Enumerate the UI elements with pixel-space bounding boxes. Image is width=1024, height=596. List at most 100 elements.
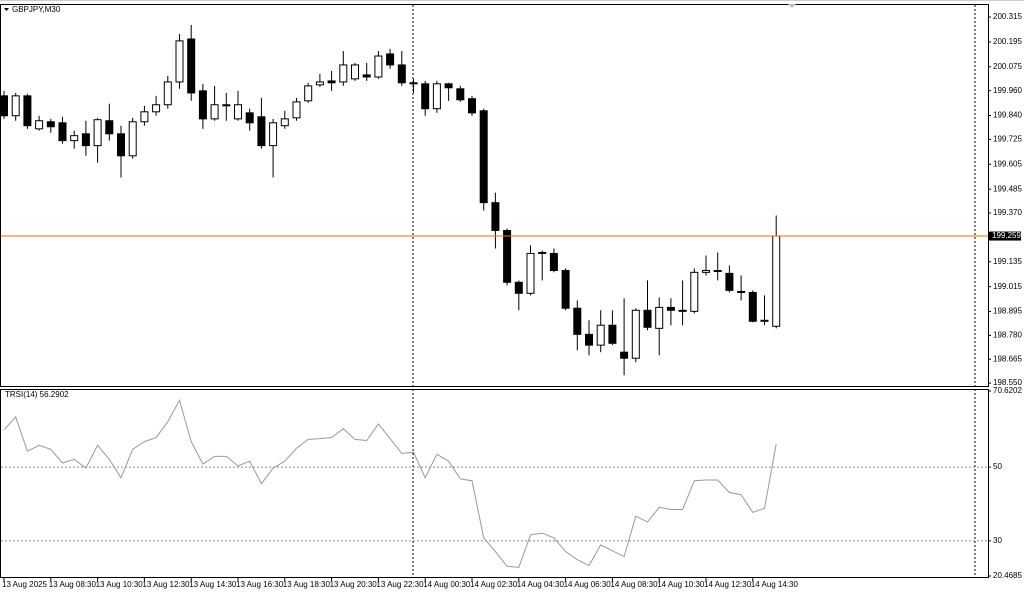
- candle-body: [351, 64, 359, 80]
- candle-body: [339, 64, 348, 83]
- candle-body: [269, 122, 278, 147]
- candle-body: [538, 251, 547, 254]
- x-tick-label: 13 Aug 14:30: [189, 580, 237, 589]
- x-tick-label: 13 Aug 22:30: [376, 580, 424, 589]
- candle-body: [690, 271, 699, 312]
- price-tag-label: 199.259: [992, 231, 1021, 240]
- x-tick-label: 14 Aug 00:30: [423, 580, 471, 589]
- x-tick-label: 13 Aug 18:30: [283, 580, 331, 589]
- candle-body: [421, 83, 430, 110]
- candle-body: [327, 80, 336, 84]
- indicator-line: [3, 398, 777, 568]
- candle-body: [666, 306, 675, 311]
- chart-title: GBPJPY,M30: [12, 5, 61, 14]
- candle-body: [198, 90, 207, 120]
- x-tick-label: 13 Aug 2025: [2, 580, 47, 589]
- candle-body: [456, 88, 465, 101]
- indicator-title: TRSI(14) 56.2902: [5, 390, 69, 399]
- candle-body: [655, 306, 664, 329]
- x-tick-label: 13 Aug 08:30: [49, 580, 97, 589]
- candle-body: [596, 324, 605, 346]
- candle-body: [257, 116, 266, 147]
- x-tick-label: 14 Aug 06:30: [564, 580, 612, 589]
- candle-body: [479, 110, 488, 204]
- candle-body: [23, 95, 32, 127]
- candle-body: [46, 121, 55, 128]
- candle-body: [503, 229, 512, 283]
- candle-body: [117, 133, 125, 157]
- candle-body: [760, 319, 769, 322]
- candle-body: [643, 309, 652, 328]
- candle-body: [409, 82, 418, 85]
- candle-body: [725, 272, 734, 291]
- y-tick-label: 199.840: [993, 111, 1022, 120]
- y-tick-label: 20.4685: [993, 571, 1022, 580]
- candle-body: [163, 81, 172, 106]
- candle-body: [397, 64, 406, 84]
- y-tick-label: 198.665: [993, 354, 1022, 363]
- candle-body: [140, 111, 149, 123]
- shift-marker: [788, 4, 796, 8]
- candle-body: [386, 53, 395, 66]
- y-tick-label: 200.315: [993, 12, 1022, 21]
- x-tick-label: 13 Aug 20:30: [330, 580, 378, 589]
- y-tick-label: 199.485: [993, 184, 1022, 193]
- y-tick-label: 199.015: [993, 282, 1022, 291]
- candle-body: [304, 85, 313, 102]
- price-tag: [989, 231, 1021, 241]
- candle-body: [222, 104, 231, 107]
- y-tick-label: 198.895: [993, 307, 1022, 316]
- indicator-window: [0, 389, 989, 578]
- candle-body: [444, 83, 453, 89]
- candle-body: [81, 133, 90, 147]
- y-tick-label: 199.725: [993, 135, 1022, 144]
- candle-body: [608, 324, 617, 344]
- candle-body: [585, 333, 593, 346]
- y-tick-label: 199.135: [993, 257, 1022, 266]
- candle-body: [128, 121, 137, 157]
- candle-body: [187, 38, 196, 94]
- candle-body: [93, 119, 102, 147]
- x-tick-label: 13 Aug 12:30: [142, 580, 190, 589]
- candle-body: [491, 202, 500, 231]
- candle-body: [432, 83, 441, 110]
- candle-body: [234, 104, 242, 120]
- x-tick-label: 14 Aug 14:30: [751, 580, 799, 589]
- candle-body: [678, 309, 687, 312]
- candle-body: [152, 104, 161, 113]
- candle-body: [362, 74, 371, 78]
- y-tick-label: 199.370: [993, 208, 1022, 217]
- candle-body: [35, 120, 44, 130]
- candle-body: [280, 118, 289, 127]
- candle-body: [737, 290, 746, 293]
- candle-body: [514, 281, 523, 294]
- candle-body: [11, 95, 20, 117]
- y-tick-label: 198.780: [993, 331, 1022, 340]
- main-window: [0, 4, 989, 387]
- candle-body: [70, 135, 79, 142]
- candle-body: [573, 307, 582, 335]
- candle-body: [561, 269, 570, 309]
- candle-body: [175, 40, 184, 83]
- y-tick-label: 198.550: [993, 378, 1022, 387]
- candle-body: [702, 269, 710, 273]
- x-tick-label: 14 Aug 02:30: [470, 580, 518, 589]
- y-tick-label: 70.6202: [993, 386, 1022, 395]
- candle-body: [315, 81, 324, 86]
- candle-body: [105, 120, 114, 135]
- y-tick-label: 199.960: [993, 86, 1022, 95]
- candle-body: [374, 55, 383, 78]
- candle-body: [620, 351, 629, 359]
- x-tick-label: 13 Aug 10:30: [96, 580, 144, 589]
- y-tick-label: 50: [993, 462, 1002, 471]
- y-tick-label: 199.605: [993, 159, 1022, 168]
- x-tick-label: 14 Aug 04:30: [517, 580, 565, 589]
- x-tick-label: 14 Aug 10:30: [657, 580, 705, 589]
- candle-body: [772, 235, 781, 327]
- candle-body: [468, 98, 476, 114]
- menu-arrow[interactable]: [4, 8, 9, 11]
- y-tick-label: 200.195: [993, 37, 1022, 46]
- x-tick-label: 14 Aug 08:30: [610, 580, 658, 589]
- candle-body: [210, 104, 219, 120]
